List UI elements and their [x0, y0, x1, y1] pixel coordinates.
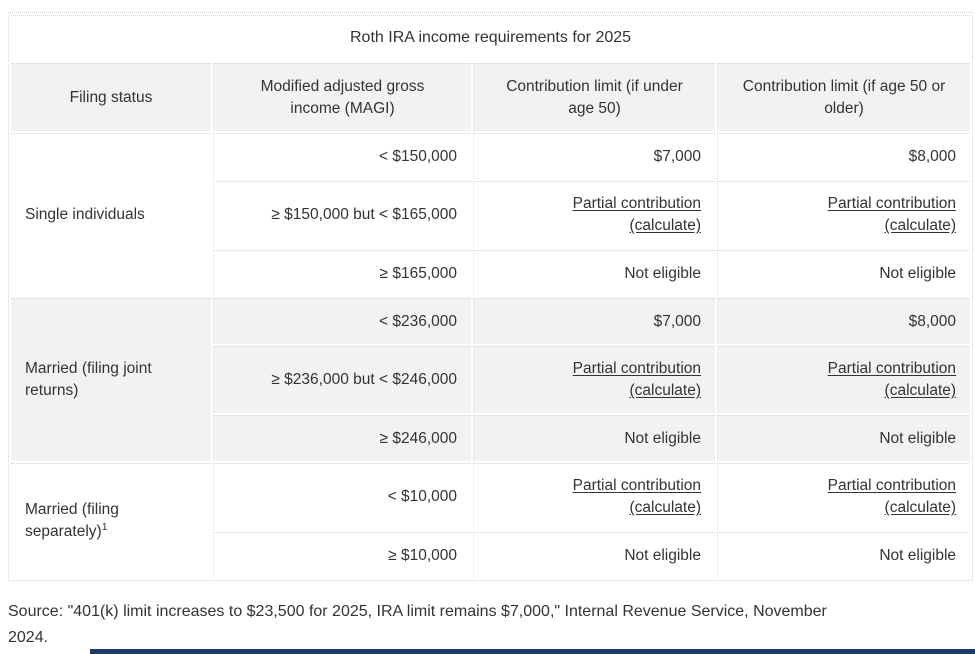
- footnote-marker: 1: [101, 520, 108, 533]
- filing-status-label: Married (filing separately): [25, 501, 119, 540]
- partial-contribution-calculate-link[interactable]: Partial contribution (calculate): [572, 195, 701, 234]
- limit-under-50-cell: Partial contribution (calculate): [473, 346, 715, 413]
- table-row: ≥ $10,000 Not eligible Not eligible: [11, 532, 971, 578]
- table-row: Single individuals < $150,000 $7,000 $8,…: [11, 133, 971, 296]
- table-row: ≥ $150,000 but < $165,000 Partial contri…: [11, 181, 971, 248]
- limit-50-older-cell: Partial contribution (calculate): [717, 181, 971, 248]
- col-header-limit-50-older: Contribution limit (if age 50 or older): [717, 63, 971, 131]
- source-line-2: 2024.: [8, 628, 49, 646]
- limit-under-50-cell: Partial contribution (calculate): [473, 181, 715, 248]
- partial-contribution-calculate-link[interactable]: Partial contribution (calculate): [827, 477, 957, 516]
- limit-under-50-cell: $7,000: [473, 133, 715, 179]
- magi-cell: ≥ $10,000: [213, 532, 471, 578]
- table-row: ≥ $236,000 but < $246,000 Partial contri…: [11, 346, 971, 413]
- partial-contribution-calculate-link[interactable]: Partial contribution (calculate): [572, 360, 701, 399]
- magi-cell: < $150,000: [213, 133, 471, 179]
- table-row: ≥ $165,000 Not eligible Not eligible: [11, 250, 971, 296]
- magi-cell: ≥ $236,000 but < $246,000: [213, 346, 471, 413]
- limit-50-older-cell: Not eligible: [717, 532, 971, 578]
- table-header-row: Filing status Modified adjusted gross in…: [11, 63, 971, 131]
- magi-cell: < $236,000: [213, 298, 471, 344]
- limit-50-older-cell: $8,000: [717, 298, 971, 344]
- table-title: Roth IRA income requirements for 2025: [11, 15, 971, 61]
- roth-ira-income-table: Roth IRA income requirements for 2025 Fi…: [8, 12, 974, 581]
- col-header-limit-under-50: Contribution limit (if under age 50): [473, 63, 715, 131]
- limit-50-older-cell: Not eligible: [717, 250, 971, 296]
- magi-cell: ≥ $165,000: [213, 250, 471, 296]
- partial-contribution-calculate-link[interactable]: Partial contribution (calculate): [827, 360, 957, 399]
- magi-cell: ≥ $246,000: [213, 415, 471, 461]
- limit-50-older-cell: Partial contribution (calculate): [717, 346, 971, 413]
- table-row: Married (filing joint returns) < $236,00…: [11, 298, 971, 461]
- magi-cell: ≥ $150,000 but < $165,000: [213, 181, 471, 248]
- partial-contribution-calculate-link[interactable]: Partial contribution (calculate): [827, 195, 957, 234]
- filing-status-married-joint: Married (filing joint returns): [11, 298, 211, 461]
- limit-under-50-cell: Partial contribution (calculate): [473, 463, 715, 530]
- col-header-filing-status: Filing status: [11, 63, 211, 131]
- limit-under-50-cell: Not eligible: [473, 415, 715, 461]
- col-header-magi: Modified adjusted gross income (MAGI): [213, 63, 471, 131]
- limit-under-50-cell: $7,000: [473, 298, 715, 344]
- limit-50-older-cell: Partial contribution (calculate): [717, 463, 971, 530]
- table-title-row: Roth IRA income requirements for 2025: [11, 15, 971, 61]
- source-citation: Source: "401(k) limit increases to $23,5…: [8, 599, 967, 650]
- partial-contribution-calculate-link[interactable]: Partial contribution (calculate): [572, 477, 701, 516]
- source-line-1: Source: "401(k) limit increases to $23,5…: [8, 603, 827, 620]
- table-row: Married (filing separately)1 < $10,000 P…: [11, 463, 971, 578]
- bottom-page-edge-bar: [90, 649, 975, 654]
- magi-cell: < $10,000: [213, 463, 471, 530]
- limit-under-50-cell: Not eligible: [473, 250, 715, 296]
- limit-under-50-cell: Not eligible: [473, 532, 715, 578]
- filing-status-single: Single individuals: [11, 133, 211, 296]
- table-row: ≥ $246,000 Not eligible Not eligible: [11, 415, 971, 461]
- limit-50-older-cell: $8,000: [717, 133, 971, 179]
- limit-50-older-cell: Not eligible: [717, 415, 971, 461]
- filing-status-married-separate: Married (filing separately)1: [11, 463, 211, 578]
